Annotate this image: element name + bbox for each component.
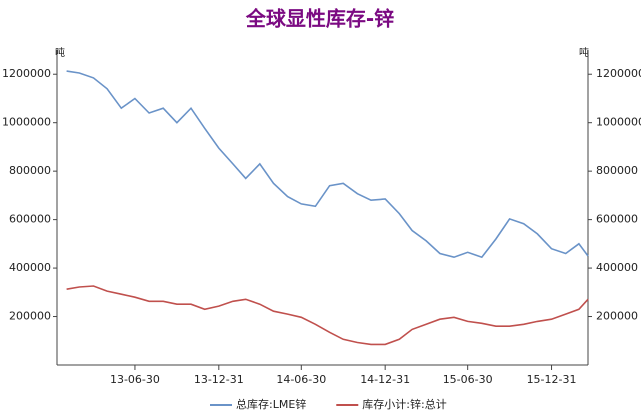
y-tick-label: 1000000 <box>2 116 51 129</box>
y-tick-label: 1200000 <box>2 67 51 80</box>
y2-tick-label: 600000 <box>596 213 638 226</box>
series-line <box>66 70 589 259</box>
series-line <box>66 285 589 346</box>
x-tick-label: 13-06-30 <box>110 373 160 386</box>
y2-tick-label: 800000 <box>596 164 638 177</box>
y-unit: 吨 <box>55 46 65 59</box>
legend-label: 库存小计:锌:总计 <box>362 397 446 411</box>
y2-unit: 吨 <box>579 46 589 59</box>
y-tick-label: 200000 <box>9 310 51 323</box>
y-tick-label: 600000 <box>9 213 51 226</box>
y-tick-label: 800000 <box>9 164 51 177</box>
y2-tick-label: 1200000 <box>596 67 641 80</box>
x-tick-label: 14-06-30 <box>276 373 326 386</box>
x-tick-label: 15-06-30 <box>443 373 493 386</box>
x-tick-label: 13-12-31 <box>194 373 244 386</box>
y2-tick-label: 400000 <box>596 261 638 274</box>
legend-label: 总库存:LME锌 <box>236 397 306 411</box>
x-tick-label: 14-12-31 <box>360 373 410 386</box>
chart-title: 全球显性库存-锌 <box>245 7 394 31</box>
y-tick-label: 400000 <box>9 261 51 274</box>
y2-tick-label: 200000 <box>596 310 638 323</box>
y2-tick-label: 1000000 <box>596 116 641 129</box>
x-tick-label: 15-12-31 <box>527 373 577 386</box>
